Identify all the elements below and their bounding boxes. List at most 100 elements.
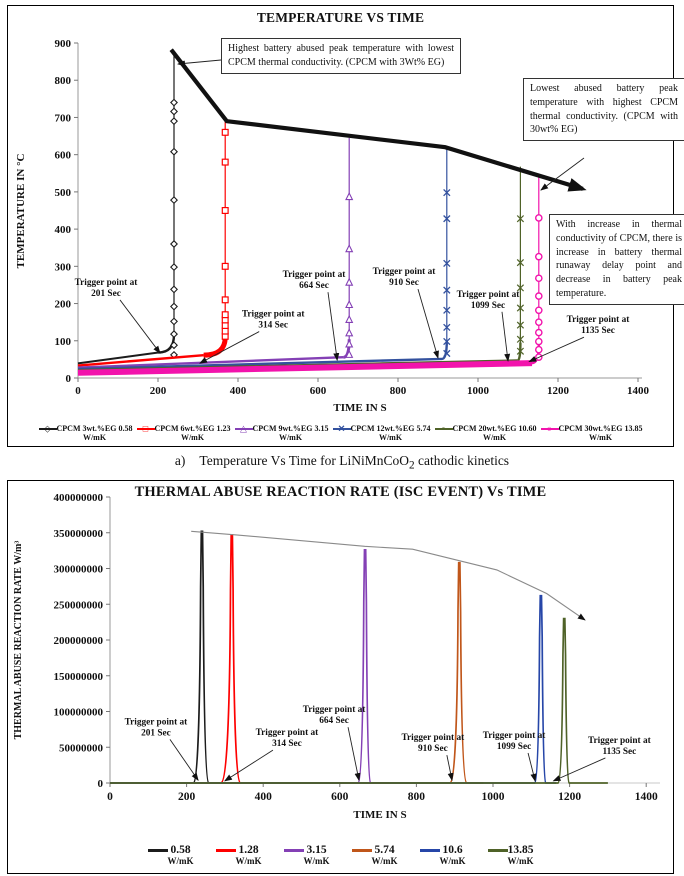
legend-line-icon xyxy=(487,849,508,852)
series-13.85 xyxy=(110,617,608,784)
series-peak-line xyxy=(110,594,557,784)
x-tick-label: 400 xyxy=(230,385,247,397)
caption-text: Temperature Vs Time for LiNiMnCoO xyxy=(199,453,409,468)
xstar-marker xyxy=(516,258,525,267)
bottom-chart-legend: 0.58 W/mK 1.28 W/mK 3.15 W/mK 5.74 W/mK 10.6 W/mK… xyxy=(8,844,673,867)
circle-marker xyxy=(535,306,543,315)
trigger-annotation: Trigger point at 201 Sec xyxy=(75,278,161,354)
xstar-marker xyxy=(516,304,525,312)
series-peak-line xyxy=(110,561,484,784)
x-tick-label: 800 xyxy=(390,385,407,397)
x-tick-label: 200 xyxy=(150,385,167,397)
legend-item: 1.28 W/mK xyxy=(215,844,262,867)
y-tick-label: 0 xyxy=(98,778,104,790)
series-baseline xyxy=(77,360,533,376)
x-marker xyxy=(443,286,451,294)
legend-label: CPCM 9wt.%EG 3.15 xyxy=(252,423,329,433)
trigger-arrow xyxy=(446,755,454,782)
legend-item: 0.58 W/mK xyxy=(147,844,194,867)
diamond-marker xyxy=(170,98,178,107)
x-marker xyxy=(443,337,451,346)
trigger-arrow xyxy=(327,292,340,362)
legend-unit: W/mK xyxy=(588,433,613,443)
series-bend xyxy=(158,334,176,354)
x-tick-label: 1000 xyxy=(467,385,490,397)
trigger-annotation: Trigger point at 664 Sec xyxy=(303,705,367,782)
xstar-marker xyxy=(516,321,525,329)
series-CPCM-20wt.-EG-10.60 xyxy=(77,166,525,372)
x-marker xyxy=(443,306,451,314)
series-peak-line xyxy=(110,530,225,784)
x-tick-label: 0 xyxy=(75,385,81,397)
annotation2-arrow xyxy=(540,157,585,191)
legend-unit: W/mK xyxy=(167,856,194,867)
legend-label: 3.15 xyxy=(306,844,327,857)
peak-trend-arrow xyxy=(169,48,587,192)
trigger-label: Trigger point at 910 Sec xyxy=(402,733,466,754)
series-bend xyxy=(203,336,228,358)
legend-unit: W/mK xyxy=(82,433,107,443)
trigger-annotation: Trigger point at 1099 Sec xyxy=(483,731,547,782)
y-tick-label: 350000000 xyxy=(54,528,104,540)
x-axis-label: TIME IN S xyxy=(353,809,406,821)
legend-unit: W/mK xyxy=(482,433,507,443)
trigger-label: Trigger point at 1135 Sec xyxy=(588,736,652,757)
square-marker xyxy=(221,296,229,304)
series-baseline xyxy=(77,351,159,365)
top-chart-title: TEMPERATURE VS TIME xyxy=(256,10,425,25)
legend-label: 1.28 xyxy=(238,844,259,857)
x-tick-label: 1400 xyxy=(627,385,650,397)
legend-item: ◇ CPCM 3wt.%EG 0.58 W/mK xyxy=(38,424,133,443)
legend-item: □ CPCM 6wt.%EG 1.23 W/mK xyxy=(136,424,231,443)
series-CPCM-12wt.-EG-5.74 xyxy=(77,149,451,371)
legend-item: 5.74 W/mK xyxy=(351,844,398,867)
diamond-marker xyxy=(170,317,178,326)
series-10.6 xyxy=(110,594,557,784)
x-marker xyxy=(443,188,451,197)
y-tick-label: 800 xyxy=(55,75,72,87)
legend-marker-icon: ▪ xyxy=(434,424,453,435)
series-1.28 xyxy=(110,534,260,784)
y-tick-label: 400 xyxy=(55,224,72,236)
trigger-label: Trigger point at 1099 Sec xyxy=(483,731,547,752)
trigger-label: Trigger point at 664 Sec xyxy=(283,270,347,291)
series-3.15 xyxy=(110,549,390,784)
annotation1-arrow xyxy=(177,59,222,67)
x-tick-label: 600 xyxy=(331,791,349,803)
trigger-arrow xyxy=(527,752,537,782)
y-tick-label: 200 xyxy=(55,299,72,311)
xstar-marker xyxy=(516,347,525,355)
trigger-annotation: Trigger point at 910 Sec xyxy=(402,733,466,782)
series-0.58 xyxy=(110,530,225,784)
diamond-marker xyxy=(170,330,178,339)
triangle-marker xyxy=(345,314,354,323)
legend-item: 13.85 W/mK xyxy=(487,844,534,867)
trigger-arrow xyxy=(501,311,511,362)
trigger-label: Trigger point at 664 Sec xyxy=(303,705,367,726)
y-axis-label: TEMPERATURE IN °C xyxy=(15,154,27,269)
trigger-label: Trigger point at 201 Sec xyxy=(125,717,189,738)
series-baseline xyxy=(77,357,443,371)
square-marker xyxy=(221,158,229,166)
y-tick-label: 300 xyxy=(55,261,72,273)
trigger-label: Trigger point at 314 Sec xyxy=(242,310,306,331)
x-marker xyxy=(443,349,451,358)
legend-label: 13.85 xyxy=(507,844,534,857)
legend-item: ✕ CPCM 12wt.%EG 5.74 W/mK xyxy=(332,424,431,443)
square-marker xyxy=(221,311,229,319)
square-marker xyxy=(221,128,229,136)
y-tick-label: 150000000 xyxy=(54,671,104,683)
legend-unit: W/mK xyxy=(180,433,205,443)
trigger-annotation: Trigger point at 314 Sec xyxy=(199,310,306,364)
series-baseline xyxy=(77,353,204,367)
annotation-highest-peak-temperature: Highest battery abused peak temperature … xyxy=(221,38,461,74)
trigger-label: Trigger point at 1135 Sec xyxy=(567,315,631,336)
diamond-marker xyxy=(170,196,178,205)
bottom-chart-title: THERMAL ABUSE REACTION RATE (ISC EVENT) … xyxy=(134,484,547,500)
temperature-vs-time-chart: 0 200 400 600 800 1000 1200 1400 0 100 200 300 400 50… xyxy=(15,38,650,414)
figure-caption: a) Temperature Vs Time for LiNiMnCoO2 cat… xyxy=(0,453,684,472)
caption-subscript: 2 xyxy=(408,459,415,472)
trigger-arrow xyxy=(347,727,361,782)
legend-unit: W/mK xyxy=(303,856,330,867)
legend-item: △ CPCM 9wt.%EG 3.15 W/mK xyxy=(234,423,329,443)
